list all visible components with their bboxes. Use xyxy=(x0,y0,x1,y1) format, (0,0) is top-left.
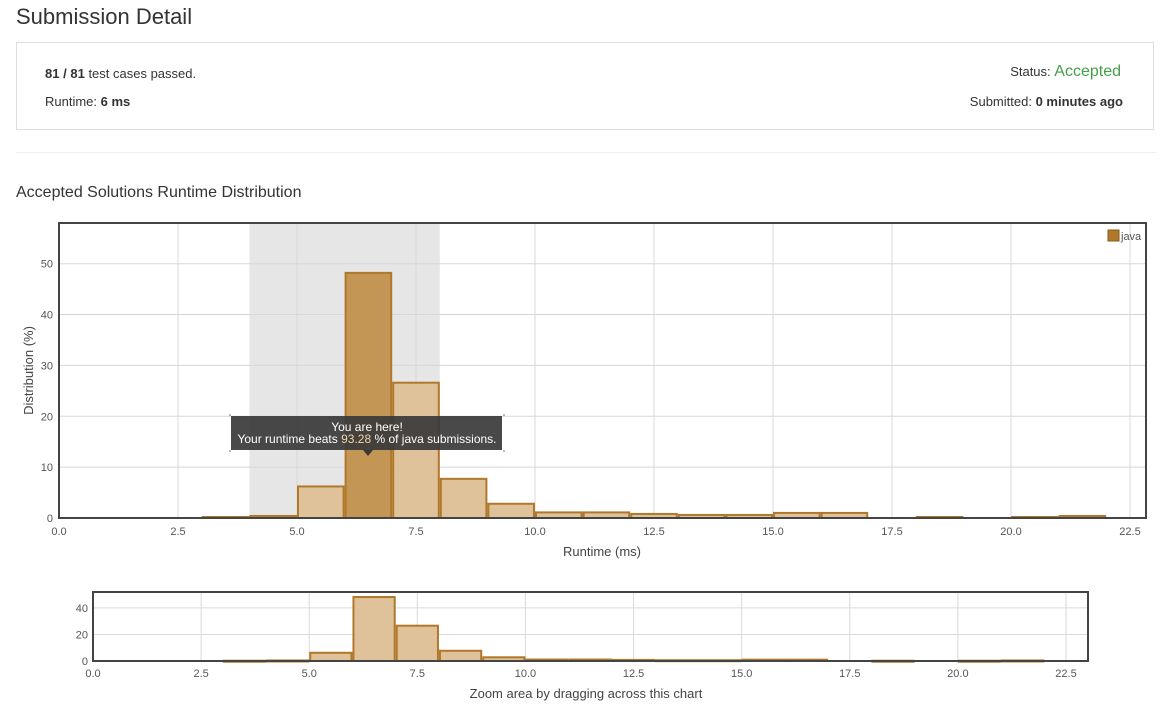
y-tick-label: 50 xyxy=(41,259,53,271)
tooltip-line2: Your runtime beats 93.28 % of java submi… xyxy=(237,432,496,446)
histogram-bar xyxy=(392,381,440,519)
submitted-label: Submitted: xyxy=(969,94,1032,109)
runtime-line: Runtime: 6 ms xyxy=(45,94,130,109)
submitted-line: Submitted: 0 minutes ago xyxy=(970,94,1123,109)
nav-y-tick-label: 40 xyxy=(76,603,88,615)
histogram-bar xyxy=(439,477,488,520)
runtime-distribution-chart[interactable]: 0.0 2.5 5.0 7.5 10.0 12.5 15.0 17.5 20.0 22.5 0 10 2… xyxy=(0,210,1160,570)
count-separator: / xyxy=(63,66,67,81)
x-tick-label: 17.5 xyxy=(881,526,902,538)
nav-x-tick-label: 2.5 xyxy=(193,668,208,680)
passed-count: 81 xyxy=(45,66,60,81)
histogram-bar xyxy=(297,485,345,519)
test-cases-line: 81 / 81 test cases passed. xyxy=(45,66,196,81)
nav-y-tick-label: 0 xyxy=(82,656,88,668)
nav-histogram-bar xyxy=(352,596,396,662)
histogram-bar xyxy=(344,271,393,519)
nav-frame xyxy=(92,591,1089,662)
distribution-heading: Accepted Solutions Runtime Distribution xyxy=(16,184,302,201)
nav-y-tick-label: 20 xyxy=(76,629,88,641)
divider xyxy=(16,152,1156,153)
histogram-bar xyxy=(487,502,535,519)
runtime-value: 6 ms xyxy=(100,94,131,109)
runtime-tooltip: You are here!Your runtime beats 93.28 % … xyxy=(229,414,505,456)
x-tick-label: 15.0 xyxy=(762,526,783,538)
tooltip-box xyxy=(231,416,502,450)
submission-summary-panel: 81 / 81 test cases passed. Runtime: 6 ms… xyxy=(16,42,1154,130)
tooltip-suffix: % of java submissions. xyxy=(371,432,496,446)
navigator-label: Zoom area by dragging across this chart xyxy=(470,686,703,701)
x-tick-label: 7.5 xyxy=(408,526,423,538)
nav-x-tick-label: 5.0 xyxy=(302,668,317,680)
x-tick-label: 10.0 xyxy=(524,526,545,538)
submitted-value: 0 minutes ago xyxy=(1035,94,1123,109)
total-count: 81 xyxy=(70,66,85,81)
x-tick-label: 0.0 xyxy=(51,526,66,538)
nav-x-tick-label: 22.5 xyxy=(1055,668,1076,680)
plot-frame xyxy=(58,222,1147,519)
nav-x-tick-label: 17.5 xyxy=(839,668,860,680)
nav-histogram-bar xyxy=(438,649,483,662)
nav-x-tick-label: 10.0 xyxy=(515,668,536,680)
x-tick-label: 2.5 xyxy=(170,526,185,538)
x-axis-label: Runtime (ms) xyxy=(563,544,641,559)
tooltip-percent: 93.28 xyxy=(341,432,371,446)
y-tick-label: 20 xyxy=(41,411,53,423)
y-tick-label: 40 xyxy=(41,310,53,322)
nav-histogram-bar xyxy=(395,624,439,662)
tooltip-pointer xyxy=(363,450,373,456)
status-line: Status: Accepted xyxy=(1010,63,1121,81)
nav-x-tick-label: 0.0 xyxy=(85,668,100,680)
y-axis-label: Distribution (%) xyxy=(21,326,36,415)
y-tick-label: 0 xyxy=(47,513,53,525)
zoom-navigator-chart[interactable]: 0.0 2.5 5.0 7.5 10.0 12.5 15.0 17.5 20.0 22.5 0 20 4… xyxy=(0,584,1160,708)
nav-x-tick-label: 12.5 xyxy=(623,668,644,680)
tooltip-prefix: Your runtime beats xyxy=(237,432,341,446)
runtime-label: Runtime: xyxy=(45,94,98,109)
nav-histogram-bar xyxy=(309,651,353,663)
nav-x-tick-label: 7.5 xyxy=(410,668,425,680)
x-tick-label: 12.5 xyxy=(643,526,664,538)
status-label: Status: xyxy=(1010,64,1051,79)
page-title: Submission Detail xyxy=(16,4,193,29)
legend-label: java xyxy=(1120,231,1142,243)
y-tick-label: 10 xyxy=(41,462,53,474)
y-tick-label: 30 xyxy=(41,360,53,372)
x-tick-label: 22.5 xyxy=(1119,526,1140,538)
x-tick-label: 5.0 xyxy=(289,526,304,538)
x-tick-label: 20.0 xyxy=(1000,526,1021,538)
nav-x-tick-label: 15.0 xyxy=(731,668,752,680)
legend-swatch xyxy=(1107,229,1120,242)
tooltip-line1: You are here! xyxy=(331,420,403,434)
passed-text: test cases passed. xyxy=(88,66,197,81)
nav-x-tick-label: 20.0 xyxy=(947,668,968,680)
status-value: Accepted xyxy=(1054,63,1121,80)
